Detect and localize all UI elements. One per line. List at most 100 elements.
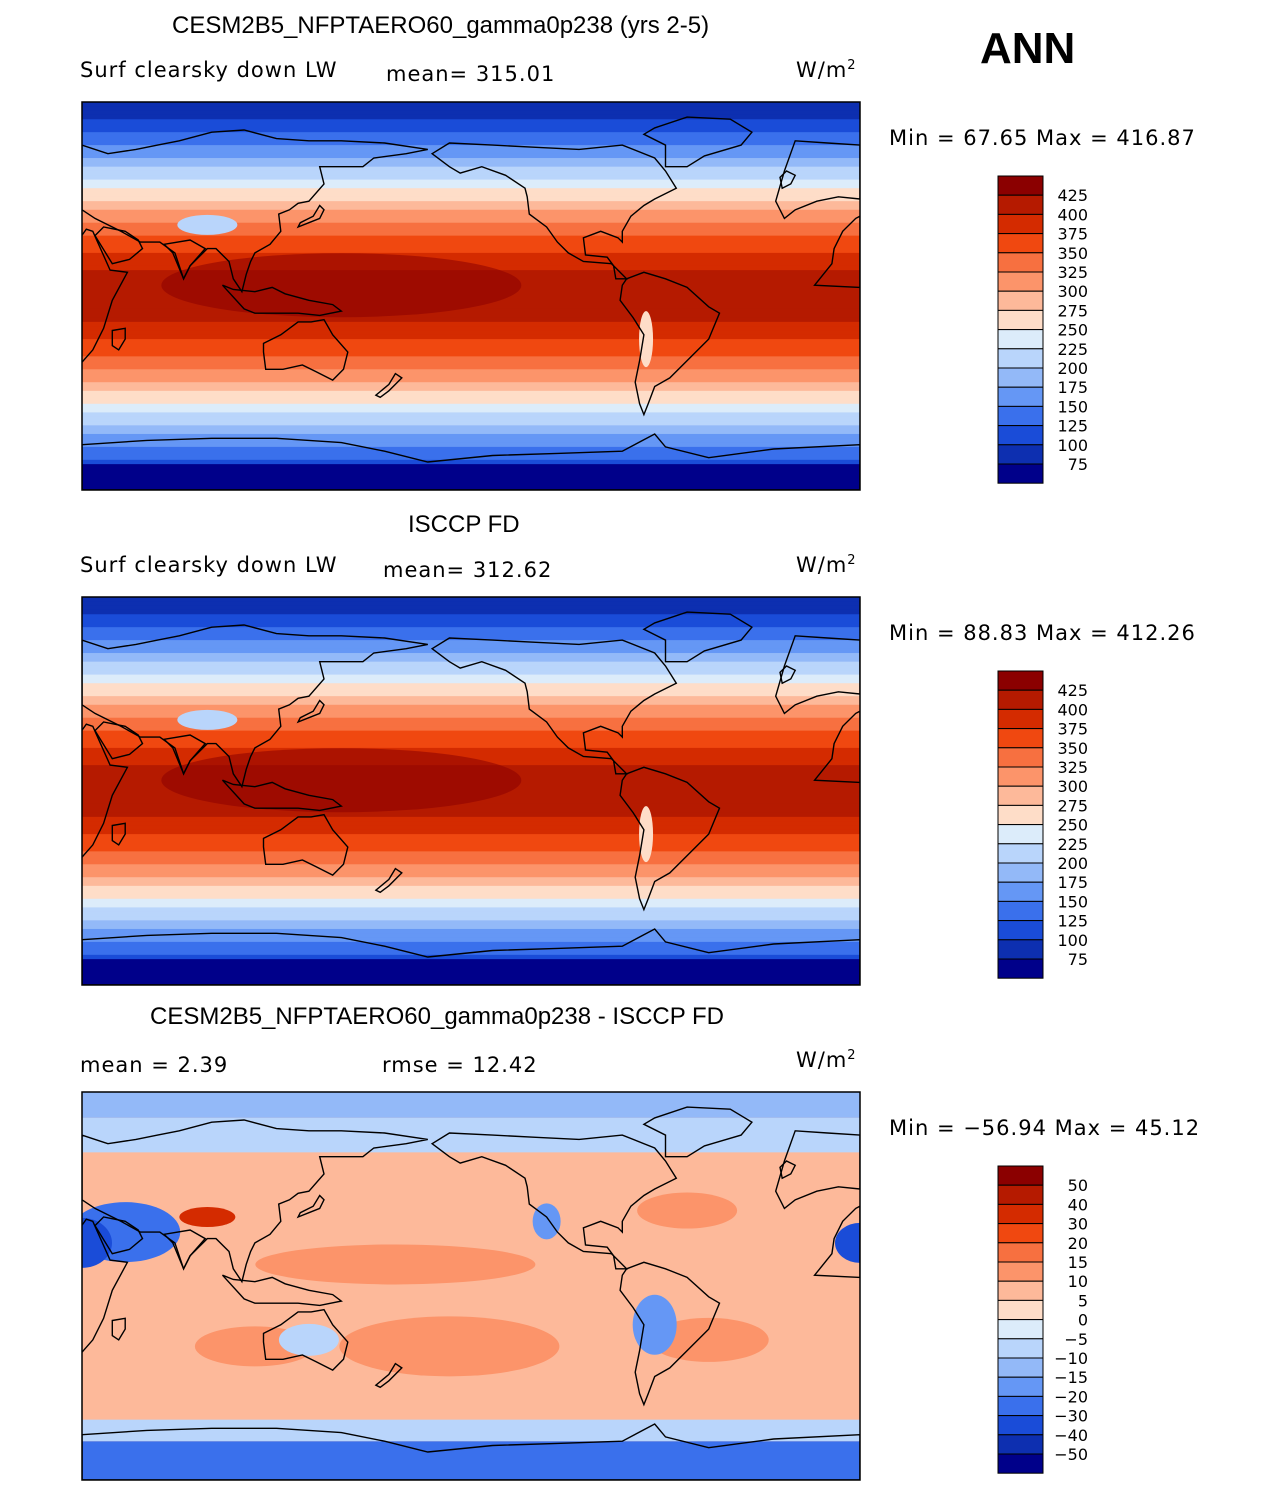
coastline-1-6 [262, 318, 349, 381]
colorbar-box-1-14 [997, 444, 1044, 465]
colorbar-label-1-14: 75 [1068, 455, 1088, 474]
colorbar-box-1-12 [997, 405, 1044, 427]
coastline-2-13 [111, 822, 126, 846]
colorbar-box-1-9 [997, 348, 1044, 369]
coastline-2-1 [813, 710, 860, 784]
colorbar-box-2-9 [997, 843, 1044, 864]
coastline-3-5 [162, 1229, 207, 1271]
colorbar-box-2-12 [997, 900, 1044, 922]
coastline-1-5 [162, 239, 207, 281]
colorbar-label-2-5: 300 [1057, 777, 1088, 796]
panel2-minmax: Min = 88.83 Max = 412.26 [889, 621, 1196, 645]
map-frame-3 [81, 1091, 861, 1481]
colorbar-label-2-11: 150 [1057, 892, 1088, 911]
colorbar-label-1-3: 350 [1057, 244, 1088, 263]
colorbar-box-3-9 [997, 1338, 1044, 1359]
coastline-1-3 [774, 140, 860, 220]
coastline-2-12 [221, 779, 343, 812]
colorbar-label-1-1: 400 [1057, 205, 1088, 224]
coastline-1-0 [82, 228, 129, 364]
colorbar-box-3-3 [997, 1223, 1044, 1244]
coastline-2-3 [774, 635, 860, 715]
coastline-3-14 [374, 1362, 403, 1389]
coastline-1-9 [619, 271, 721, 417]
colorbar-box-2-7 [997, 804, 1044, 826]
map-frame-2 [81, 596, 861, 986]
coastline-3-7 [430, 1132, 678, 1270]
panel1-title: CESM2B5_NFPTAERO60_gamma0p238 (yrs 2-5) [172, 12, 710, 39]
colorbar-label-1-13: 100 [1057, 436, 1088, 455]
colorbar-label-1-9: 200 [1057, 359, 1088, 378]
coastline-2-9 [619, 766, 721, 912]
colorbar-label-1-4: 325 [1057, 263, 1088, 282]
colorbar-label-1-7: 250 [1057, 321, 1088, 340]
map-panel-1 [81, 101, 861, 491]
coastline-1-4 [94, 226, 144, 265]
coastline-1-8 [642, 116, 753, 168]
coastline-3-12 [221, 1274, 343, 1307]
coastline-1-13 [111, 327, 126, 351]
colorbar-box-3-0 [997, 1165, 1044, 1186]
map-field-3 [82, 1092, 860, 1480]
colorbar-label-1-12: 125 [1057, 417, 1088, 436]
colorbar-box-2-1 [997, 689, 1044, 710]
coastline-2-11 [296, 699, 325, 724]
panel1-variable: Surf clearsky down LW [80, 58, 338, 82]
colorbar-label-2-4: 325 [1057, 758, 1088, 777]
colorbar-label-2-1: 400 [1057, 700, 1088, 719]
colorbar-box-3-14 [997, 1434, 1044, 1455]
colorbar-box-3-5 [997, 1261, 1044, 1282]
coastline-2-4 [94, 721, 144, 760]
colorbar-label-3-4: 15 [1068, 1253, 1088, 1272]
colorbar-box-1-6 [997, 290, 1044, 311]
colorbar-box-1-1 [997, 194, 1044, 215]
season-label: ANN [980, 24, 1076, 73]
colorbar-box-1-11 [997, 386, 1044, 407]
colorbar-box-1-13 [997, 425, 1044, 446]
colorbar-box-1-4 [997, 252, 1044, 273]
colorbar-box-3-4 [997, 1242, 1044, 1263]
coastline-3-6 [262, 1308, 349, 1371]
coastline-3-10 [82, 1423, 860, 1480]
colorbar-box-3-15 [997, 1453, 1044, 1474]
coastline-1-15 [779, 170, 797, 190]
coastline-3-8 [642, 1106, 753, 1158]
colorbar-label-3-0: 50 [1068, 1176, 1088, 1195]
colorbar-label-2-13: 100 [1057, 931, 1088, 950]
colorbar-label-2-6: 275 [1057, 796, 1088, 815]
coastline-1-11 [296, 204, 325, 229]
coastline-1-14 [374, 372, 403, 399]
panel2-variable: Surf clearsky down LW [80, 553, 338, 577]
coastline-2-8 [642, 611, 753, 663]
coastline-1-10 [82, 433, 860, 490]
colorbar-box-3-8 [997, 1319, 1044, 1340]
coastline-2-7 [430, 637, 678, 775]
panel1-minmax: Min = 67.65 Max = 416.87 [889, 126, 1196, 150]
panel2-mean: mean= 312.62 [383, 558, 553, 582]
panel1-mean: mean= 315.01 [386, 62, 556, 86]
coastline-1-1 [813, 215, 860, 289]
colorbar-label-3-6: 5 [1078, 1291, 1088, 1310]
colorbar-box-2-3 [997, 728, 1044, 749]
map-frame-1 [81, 101, 861, 491]
colorbar-label-3-14: −50 [1054, 1445, 1088, 1464]
colorbar-label-3-8: −5 [1064, 1330, 1088, 1349]
coastline-2-15 [779, 665, 797, 685]
colorbar-label-1-11: 150 [1057, 397, 1088, 416]
colorbar-label-3-9: −10 [1054, 1349, 1088, 1368]
coastline-3-13 [111, 1317, 126, 1341]
colorbar-label-3-2: 30 [1068, 1215, 1088, 1234]
colorbar-box-1-2 [997, 213, 1044, 235]
colorbar-box-2-8 [997, 824, 1044, 845]
colorbar-box-3-12 [997, 1395, 1044, 1417]
panel2-title: ISCCP FD [408, 511, 520, 538]
colorbar-label-1-10: 175 [1057, 378, 1088, 397]
map-field-1 [82, 102, 860, 490]
colorbar-box-2-15 [997, 958, 1044, 979]
colorbar-box-1-3 [997, 233, 1044, 254]
coastline-1-12 [221, 284, 343, 317]
colorbar-box-1-15 [997, 463, 1044, 484]
colorbar-box-3-13 [997, 1415, 1044, 1436]
colorbar-box-1-10 [997, 367, 1044, 388]
colorbar-label-3-12: −30 [1054, 1407, 1088, 1426]
